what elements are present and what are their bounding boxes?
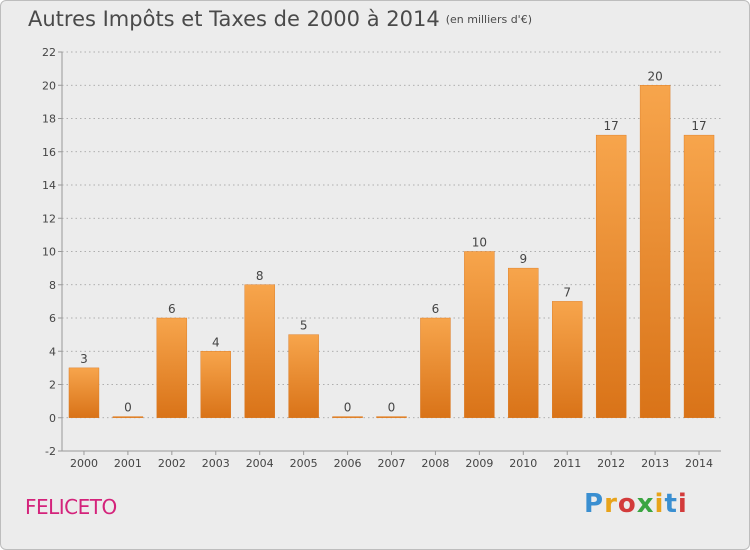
bar	[288, 334, 319, 418]
data-label: 5	[300, 319, 308, 333]
data-label: 0	[124, 401, 132, 415]
data-label: 6	[168, 302, 176, 316]
data-label: 17	[691, 119, 706, 133]
logo-letter: i	[654, 489, 665, 519]
x-tick-label: 2004	[246, 457, 274, 470]
y-tick-label: 0	[49, 412, 56, 425]
data-label: 3	[80, 352, 88, 366]
data-label: 10	[472, 236, 487, 250]
x-tick-label: 2007	[378, 457, 406, 470]
data-label: 9	[519, 252, 527, 266]
bar	[595, 134, 627, 418]
x-tick-label: 2003	[202, 457, 230, 470]
data-label: 7	[563, 285, 571, 299]
data-label: 6	[432, 302, 440, 316]
x-tick-label: 2008	[421, 457, 449, 470]
x-tick-label: 2011	[553, 457, 581, 470]
logo-letter: P	[584, 489, 605, 519]
data-label: 0	[344, 401, 352, 415]
bar	[244, 284, 275, 418]
y-tick-label: 18	[42, 113, 56, 126]
bar	[552, 301, 583, 418]
y-tick-label: 20	[42, 79, 56, 92]
x-tick-label: 2005	[290, 457, 318, 470]
logo-letter: x	[636, 489, 655, 519]
data-label: 8	[256, 269, 264, 283]
bar	[683, 134, 715, 418]
chart-unit: (en milliers d'€)	[445, 13, 532, 26]
bar	[376, 416, 407, 418]
logo-letter: r	[604, 489, 618, 519]
data-labels: 3 0 6 4 8 5 0 0 6 10 9 7 17 20 17	[80, 69, 707, 414]
y-tick-label: -2	[45, 445, 56, 458]
bar	[332, 416, 363, 418]
bar	[639, 85, 671, 418]
y-tick-label: 12	[42, 212, 56, 225]
bar	[420, 317, 451, 418]
logo-letter: t	[664, 489, 678, 519]
x-tick-label: 2013	[641, 457, 669, 470]
y-tick-label: 22	[42, 46, 56, 59]
chart-title: Autres Impôts et Taxes de 2000 à 2014 (en…	[28, 7, 532, 31]
commune-name: FELICETO	[25, 495, 117, 519]
y-tick-label: 4	[49, 345, 56, 358]
proxiti-logo: Proxiti	[584, 489, 688, 519]
data-label: 17	[604, 119, 619, 133]
y-tick-label: 6	[49, 312, 56, 325]
data-label: 0	[388, 401, 396, 415]
x-tick-label: 2006	[334, 457, 362, 470]
x-tick-label: 2000	[70, 457, 98, 470]
data-label: 4	[212, 335, 220, 349]
x-tick-label: 2009	[465, 457, 493, 470]
bar	[156, 317, 188, 418]
x-tick-label: 2010	[509, 457, 537, 470]
bar	[112, 416, 144, 418]
bar	[200, 351, 231, 418]
chart-title-text: Autres Impôts et Taxes de 2000 à 2014	[28, 7, 440, 31]
x-tick-label: 2014	[685, 457, 713, 470]
bars	[68, 85, 715, 418]
data-label: 20	[647, 69, 662, 83]
x-tick-label: 2001	[114, 457, 142, 470]
y-tick-label: 16	[42, 146, 56, 159]
x-tick-label: 2012	[597, 457, 625, 470]
bar	[508, 267, 539, 418]
y-tick-label: 2	[49, 379, 56, 392]
bar	[464, 251, 495, 418]
bar	[68, 367, 100, 418]
y-tick-label: 8	[49, 279, 56, 292]
x-tick-label: 2002	[158, 457, 186, 470]
logo-letter: i	[677, 489, 688, 519]
y-tick-label: 14	[42, 179, 56, 192]
logo-letter: o	[617, 489, 637, 519]
y-tick-label: 10	[42, 246, 56, 259]
